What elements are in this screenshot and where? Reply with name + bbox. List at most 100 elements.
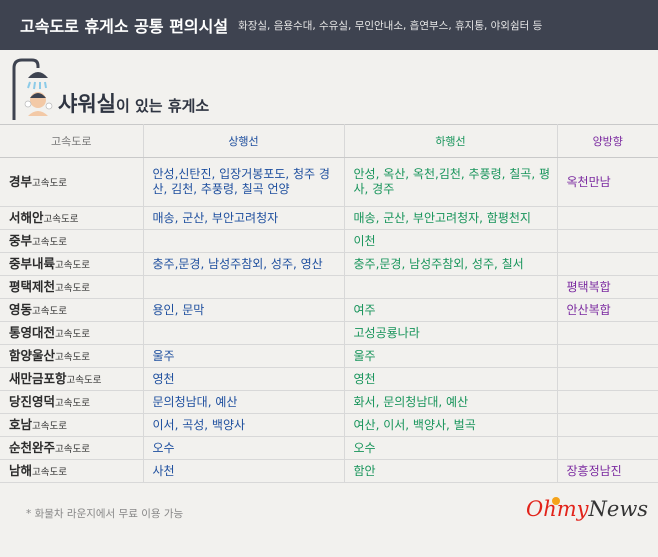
road-cell: 당진영덕고속도로	[0, 390, 144, 414]
upbound-cell: 이서, 곡성, 백양사	[143, 413, 345, 437]
bidirectional-cell	[557, 367, 658, 391]
bidirectional-cell: 옥천만남	[557, 157, 658, 207]
road-name: 서해안	[9, 209, 44, 225]
road-suffix: 고속도로	[55, 328, 90, 340]
column-header-bidirectional: 양방향	[557, 124, 658, 158]
road-name: 남해	[9, 462, 33, 478]
bidirectional-cell: 안산복합	[557, 298, 658, 322]
downbound-cell	[344, 275, 558, 299]
upbound-cell: 매송, 군산, 부안고려청자	[143, 206, 345, 230]
road-cell: 함양울산고속도로	[0, 344, 144, 368]
road-suffix: 고속도로	[55, 259, 90, 271]
road-suffix: 고속도로	[32, 466, 67, 478]
section-title-rest: 이 있는 휴게소	[115, 97, 210, 115]
logo-part-ohmy: Ohmy	[526, 497, 589, 521]
upbound-cell: 오수	[143, 436, 345, 460]
road-cell: 서해안고속도로	[0, 206, 144, 230]
column-header-downbound: 하행선	[344, 124, 558, 158]
table-row: 당진영덕고속도로 문의청남대, 예산 화서, 문의청남대, 예산	[0, 390, 658, 414]
downbound-cell: 매송, 군산, 부안고려청자, 함평천지	[344, 206, 558, 230]
bidirectional-cell: 장흥정남진	[557, 459, 658, 483]
footnote: * 화물차 라운지에서 무료 이용 가능	[26, 508, 184, 520]
road-cell: 경부고속도로	[0, 157, 144, 207]
downbound-cell: 이천	[344, 229, 558, 253]
header-bar: 고속도로 휴게소 공통 편의시설 화장실, 음용수대, 수유실, 무인안내소, …	[0, 0, 658, 50]
shower-person-icon	[12, 58, 53, 120]
road-cell: 중부내륙고속도로	[0, 252, 144, 276]
road-suffix: 고속도로	[66, 374, 102, 386]
table-row: 호남고속도로 이서, 곡성, 백양사 여산, 이서, 백양사, 벌곡	[0, 413, 658, 437]
header-title: 고속도로 휴게소 공통 편의시설	[20, 17, 229, 36]
table-row: 평택제천고속도로 평택복합	[0, 275, 658, 299]
downbound-cell: 오수	[344, 436, 558, 460]
table-row: 중부고속도로 이천	[0, 229, 658, 253]
downbound-cell: 안성, 옥산, 옥천,김천, 추풍령, 칠곡, 평사, 경주	[344, 157, 558, 207]
upbound-cell: 안성,신탄진, 입장거봉포도, 청주 경산, 김천, 추풍령, 칠곡 언양	[143, 157, 345, 207]
bidirectional-cell	[557, 252, 658, 276]
table-row: 새만금포항고속도로 영천 영천	[0, 367, 658, 391]
downbound-cell: 충주,문경, 남성주참외, 성주, 칠서	[344, 252, 558, 276]
road-name: 당진영덕	[9, 393, 56, 409]
downbound-cell: 화서, 문의청남대, 예산	[344, 390, 558, 414]
upbound-cell: 문의청남대, 예산	[143, 390, 345, 414]
table-row: 남해고속도로 사천 함안 장흥정남진	[0, 459, 658, 483]
road-name: 순천완주	[9, 439, 56, 455]
bidirectional-cell	[557, 206, 658, 230]
bidirectional-cell	[557, 436, 658, 460]
road-cell: 영동고속도로	[0, 298, 144, 322]
road-suffix: 고속도로	[55, 443, 90, 455]
upbound-cell: 사천	[143, 459, 345, 483]
bidirectional-cell	[557, 321, 658, 345]
road-cell: 호남고속도로	[0, 413, 144, 437]
road-suffix: 고속도로	[32, 236, 67, 248]
downbound-cell: 영천	[344, 367, 558, 391]
column-header-road: 고속도로	[0, 124, 144, 158]
road-name: 통영대전	[9, 324, 56, 340]
upbound-cell	[143, 229, 345, 253]
road-cell: 통영대전고속도로	[0, 321, 144, 345]
road-name: 중부내륙	[9, 255, 56, 271]
table-row: 서해안고속도로 매송, 군산, 부안고려청자 매송, 군산, 부안고려청자, 함…	[0, 206, 658, 230]
road-cell: 순천완주고속도로	[0, 436, 144, 460]
road-cell: 남해고속도로	[0, 459, 144, 483]
upbound-cell: 영천	[143, 367, 345, 391]
logo-dot	[552, 497, 560, 505]
road-cell: 새만금포항고속도로	[0, 367, 144, 391]
road-name: 호남	[9, 416, 33, 432]
road-cell: 중부고속도로	[0, 229, 144, 253]
table-row: 순천완주고속도로 오수 오수	[0, 436, 658, 460]
road-name: 경부	[9, 173, 33, 189]
road-name: 함양울산	[9, 347, 56, 363]
upbound-cell: 울주	[143, 344, 345, 368]
ohmynews-logo: OhmyNews	[526, 497, 648, 521]
table-row: 영동고속도로 용인, 문막 여주 안산복합	[0, 298, 658, 322]
table-row: 경부고속도로 안성,신탄진, 입장거봉포도, 청주 경산, 김천, 추풍령, 칠…	[0, 157, 658, 207]
bidirectional-cell	[557, 390, 658, 414]
road-suffix: 고속도로	[55, 351, 90, 363]
road-cell: 평택제천고속도로	[0, 275, 144, 299]
bidirectional-cell: 평택복합	[557, 275, 658, 299]
road-name: 중부	[9, 232, 33, 248]
logo-part-news: News	[588, 497, 649, 521]
bidirectional-cell	[557, 413, 658, 437]
section-title: 샤워실이 있는 휴게소	[58, 88, 209, 118]
downbound-cell: 여산, 이서, 백양사, 벌곡	[344, 413, 558, 437]
downbound-cell: 고성공룡나라	[344, 321, 558, 345]
road-suffix: 고속도로	[55, 282, 90, 294]
section-title-main: 샤워실	[58, 92, 116, 116]
downbound-cell: 여주	[344, 298, 558, 322]
road-suffix: 고속도로	[43, 213, 79, 225]
downbound-cell: 함안	[344, 459, 558, 483]
road-suffix: 고속도로	[32, 177, 67, 189]
upbound-cell: 용인, 문막	[143, 298, 345, 322]
table-header-row: 고속도로 상행선 하행선 양방향	[0, 124, 658, 158]
road-name: 새만금포항	[9, 370, 67, 386]
table-row: 통영대전고속도로 고성공룡나라	[0, 321, 658, 345]
road-name: 영동	[9, 301, 33, 317]
bidirectional-cell	[557, 344, 658, 368]
road-suffix: 고속도로	[32, 420, 67, 432]
header-subtitle: 화장실, 음용수대, 수유실, 무인안내소, 흡연부스, 휴지통, 야외쉼터 등	[238, 19, 543, 32]
road-suffix: 고속도로	[55, 397, 90, 409]
table-row: 함양울산고속도로 울주 울주	[0, 344, 658, 368]
table-row: 중부내륙고속도로 충주,문경, 남성주참외, 성주, 영산 충주,문경, 남성주…	[0, 252, 658, 276]
